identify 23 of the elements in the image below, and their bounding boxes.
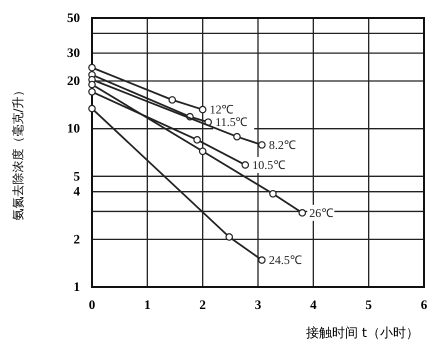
x-tick-label: 5 [365,297,372,312]
x-tick-label: 2 [199,297,206,312]
y-tick-label: 50 [67,10,80,25]
y-tick-label: 5 [74,168,80,184]
series-label: 11.5℃ [215,115,248,130]
x-tick-label: 3 [254,297,262,312]
y-axis-title: 氨氮去除浓度（毫克/升） [11,84,25,221]
series-label: 8.2℃ [268,138,296,152]
x-tick-label: 4 [310,297,318,312]
y-tick-label: 1 [74,279,80,294]
series-label: 26℃ [309,206,334,220]
series-label: 24.5℃ [268,253,302,268]
y-tick-label: 4 [74,184,80,199]
series-label: 10.5℃ [252,158,286,172]
x-axis-title: 接触时间 t（小时） [306,326,419,341]
y-tick-label: 10 [67,120,80,136]
x-tick-label: 6 [420,297,428,312]
y-tick-label: 2 [74,231,80,246]
y-tick-label: 30 [67,45,80,60]
series-label: 12℃ [210,102,234,117]
y-tick-label: 20 [67,73,80,88]
x-tick-label: 1 [144,297,151,312]
x-tick-label: 0 [88,297,96,312]
